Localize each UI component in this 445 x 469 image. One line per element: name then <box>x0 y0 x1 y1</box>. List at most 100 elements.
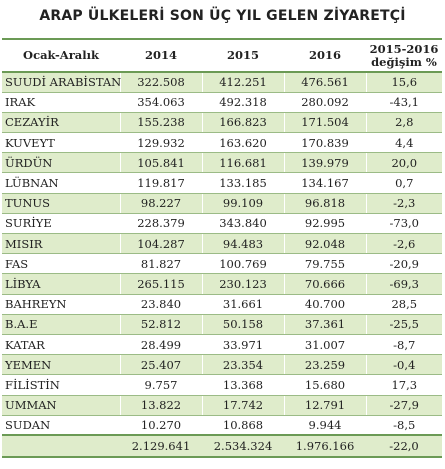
value-2016-cell: 12.791 <box>283 395 366 416</box>
value-2015-cell: 31.661 <box>201 294 284 315</box>
value-2016-cell: 139.979 <box>283 152 366 174</box>
change-percent-cell: -25,5 <box>365 314 442 335</box>
table-row: LÜBNAN 119.817 133.185 134.167 0,7 <box>2 172 442 194</box>
table-title: ARAP ÜLKELERİ SON ÜÇ YIL GELEN ZİYARETÇİ <box>39 8 406 24</box>
value-2014-cell: 104.287 <box>119 233 202 255</box>
value-2015-cell: 23.354 <box>201 354 284 376</box>
value-2014-cell: 13.822 <box>119 395 202 416</box>
table-row: YEMEN 25.407 23.354 23.259 -0,4 <box>2 354 442 376</box>
value-2016-cell: 134.167 <box>283 172 366 194</box>
totals-row: 2.129.641 2.534.324 1.976.166 -22,0 <box>2 434 442 459</box>
change-percent-cell: -20,9 <box>365 253 442 275</box>
change-percent-cell: -73,0 <box>365 213 442 235</box>
value-2016-cell: 79.755 <box>283 253 366 275</box>
table-row: LİBYA 265.115 230.123 70.666 -69,3 <box>2 273 442 295</box>
total-2016: 1.976.166 <box>284 434 366 459</box>
value-2015-cell: 133.185 <box>201 172 284 194</box>
value-2016-cell: 171.504 <box>283 112 366 134</box>
change-percent-cell: 2,8 <box>365 112 442 134</box>
table-row: IRAK 354.063 492.318 280.092 -43,1 <box>2 92 442 113</box>
country-cell: SUUDİ ARABİSTAN <box>2 72 121 93</box>
country-cell: B.A.E <box>2 314 120 335</box>
value-2015-cell: 50.158 <box>201 314 284 335</box>
change-percent-cell: -0,4 <box>365 354 442 376</box>
value-2016-cell: 40.700 <box>283 294 366 315</box>
value-2014-cell: 81.827 <box>119 253 202 275</box>
value-2016-cell: 92.995 <box>283 213 366 235</box>
change-percent-cell: -27,9 <box>365 395 442 416</box>
change-percent-cell: 17,3 <box>365 374 442 396</box>
table-row: SURİYE 228.379 343.840 92.995 -73,0 <box>2 213 442 235</box>
change-percent-cell: -2,6 <box>365 233 442 255</box>
value-2014-cell: 265.115 <box>119 273 202 295</box>
country-cell: KUVEYT <box>2 132 120 154</box>
country-cell: FAS <box>2 253 120 275</box>
country-cell: KATAR <box>2 334 120 356</box>
value-2015-cell: 99.109 <box>201 193 284 214</box>
value-2014-cell: 9.757 <box>119 374 202 396</box>
value-2016-cell: 280.092 <box>283 92 366 113</box>
value-2015-cell: 412.251 <box>201 72 284 93</box>
value-2015-cell: 10.868 <box>201 415 284 436</box>
value-2016-cell: 170.839 <box>283 132 366 154</box>
value-2014-cell: 155.238 <box>119 112 202 134</box>
value-2016-cell: 96.818 <box>283 193 366 214</box>
value-2015-cell: 343.840 <box>201 213 284 235</box>
change-percent-cell: 0,7 <box>365 172 442 194</box>
value-2014-cell: 228.379 <box>119 213 202 235</box>
value-2015-cell: 94.483 <box>201 233 284 255</box>
value-2015-cell: 492.318 <box>201 92 284 113</box>
table-row: SUDAN 10.270 10.868 9.944 -8,5 <box>2 415 442 436</box>
table-body: SUUDİ ARABİSTAN 322.508 412.251 476.561 15,6… <box>2 72 442 436</box>
change-percent-cell: 15,6 <box>365 72 442 93</box>
table-row: FAS 81.827 100.769 79.755 -20,9 <box>2 253 442 275</box>
column-header-2015: 2015 <box>202 38 284 73</box>
country-cell: UMMAN <box>2 395 120 416</box>
country-cell: FİLİSTİN <box>2 374 120 396</box>
country-cell: BAHREYN <box>2 294 120 315</box>
country-cell: SURİYE <box>2 213 120 235</box>
value-2015-cell: 116.681 <box>201 152 284 174</box>
change-percent-cell: -8,5 <box>365 415 442 436</box>
value-2015-cell: 13.368 <box>201 374 284 396</box>
table-row: CEZAYİR 155.238 166.823 171.504 2,8 <box>2 112 442 134</box>
column-header-2016: 2016 <box>284 38 366 73</box>
value-2014-cell: 52.812 <box>119 314 202 335</box>
table-row: TUNUS 98.227 99.109 96.818 -2,3 <box>2 193 442 214</box>
column-header-2014: 2014 <box>120 38 202 73</box>
change-percent-cell: -8,7 <box>365 334 442 356</box>
value-2014-cell: 354.063 <box>119 92 202 113</box>
value-2014-cell: 129.932 <box>119 132 202 154</box>
change-percent-cell: -2,3 <box>365 193 442 214</box>
change-percent-cell: -69,3 <box>365 273 442 295</box>
table-row: UMMAN 13.822 17.742 12.791 -27,9 <box>2 395 442 416</box>
value-2014-cell: 98.227 <box>119 193 202 214</box>
value-2016-cell: 92.048 <box>283 233 366 255</box>
value-2015-cell: 166.823 <box>201 112 284 134</box>
value-2016-cell: 37.361 <box>283 314 366 335</box>
total-2014: 2.129.641 <box>120 434 202 459</box>
country-cell: YEMEN <box>2 354 120 376</box>
value-2014-cell: 119.817 <box>119 172 202 194</box>
value-2015-cell: 163.620 <box>201 132 284 154</box>
value-2014-cell: 105.841 <box>119 152 202 174</box>
country-cell: LİBYA <box>2 273 120 295</box>
change-percent-cell: 20,0 <box>365 152 442 174</box>
value-2015-cell: 230.123 <box>201 273 284 295</box>
total-change: -22,0 <box>366 434 442 459</box>
change-percent-cell: -43,1 <box>365 92 442 113</box>
table-row: FİLİSTİN 9.757 13.368 15.680 17,3 <box>2 374 442 396</box>
total-label <box>2 434 120 459</box>
change-percent-cell: 28,5 <box>365 294 442 315</box>
total-2015: 2.534.324 <box>202 434 284 459</box>
value-2014-cell: 10.270 <box>119 415 202 436</box>
country-cell: LÜBNAN <box>2 172 120 194</box>
country-cell: CEZAYİR <box>2 112 120 134</box>
change-percent-cell: 4,4 <box>365 132 442 154</box>
table-row: KATAR 28.499 33.971 31.007 -8,7 <box>2 334 442 356</box>
table-row: MISIR 104.287 94.483 92.048 -2,6 <box>2 233 442 255</box>
value-2016-cell: 476.561 <box>283 72 366 93</box>
value-2015-cell: 17.742 <box>201 395 284 416</box>
country-cell: SUDAN <box>2 415 120 436</box>
country-cell: MISIR <box>2 233 120 255</box>
